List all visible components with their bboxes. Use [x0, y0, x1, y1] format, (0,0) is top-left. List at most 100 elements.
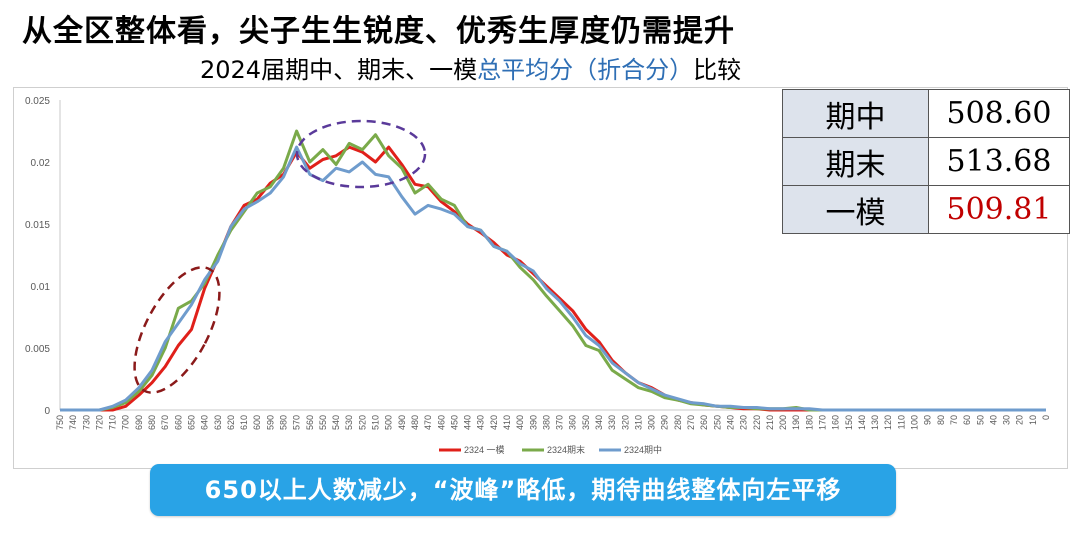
x-tick-label: 360 [568, 415, 578, 430]
x-tick-label: 80 [936, 415, 946, 425]
x-tick-label: 750 [55, 415, 65, 430]
x-tick-label: 10 [1028, 415, 1038, 425]
x-tick-label: 650 [186, 415, 196, 430]
x-tick-label: 190 [791, 415, 801, 430]
mean-score-table: 期中 508.60 期末 513.68 一模 509.81 [782, 89, 1070, 234]
x-tick-label: 590 [265, 415, 275, 430]
x-tick-label: 230 [739, 415, 749, 430]
x-tick-label: 630 [213, 415, 223, 430]
annotation-ellipse-peak [295, 119, 427, 189]
x-tick-label: 250 [712, 415, 722, 430]
x-tick-label: 290 [660, 415, 670, 430]
table-row: 期中 508.60 [782, 89, 1070, 138]
x-tick-label: 270 [686, 415, 696, 430]
subtitle-suffix: 比较 [693, 56, 742, 84]
x-tick-label: 200 [778, 415, 788, 430]
x-tick-label: 310 [633, 415, 643, 430]
x-tick-label: 20 [1015, 415, 1025, 425]
x-tick-label: 670 [160, 415, 170, 430]
x-tick-label: 30 [1002, 415, 1012, 425]
x-tick-label: 690 [134, 415, 144, 430]
y-tick-label: 0.02 [31, 158, 51, 169]
x-tick-label: 180 [804, 415, 814, 430]
x-tick-label: 530 [344, 415, 354, 430]
x-tick-label: 380 [541, 415, 551, 430]
x-tick-label: 50 [975, 415, 985, 425]
x-tick-label: 740 [68, 415, 78, 430]
x-tick-label: 240 [725, 415, 735, 430]
x-tick-label: 350 [581, 415, 591, 430]
y-tick-label: 0.025 [25, 96, 50, 107]
x-tick-label: 710 [108, 415, 118, 430]
x-tick-label: 40 [988, 415, 998, 425]
x-tick-label: 640 [200, 415, 210, 430]
exam-mean-value: 509.81 [928, 185, 1070, 234]
chart-subtitle: 2024届期中、期末、一模总平均分（折合分）比较 [200, 50, 741, 85]
exam-label: 期末 [782, 137, 929, 186]
x-tick-label: 420 [489, 415, 499, 430]
x-tick-label: 610 [239, 415, 249, 430]
x-tick-label: 260 [699, 415, 709, 430]
x-tick-label: 320 [620, 415, 630, 430]
x-tick-label: 460 [436, 415, 446, 430]
x-tick-label: 540 [331, 415, 341, 430]
x-tick-label: 170 [818, 415, 828, 430]
x-tick-label: 370 [555, 415, 565, 430]
x-tick-label: 0 [1041, 415, 1051, 420]
x-tick-label: 110 [896, 415, 906, 429]
x-tick-label: 280 [673, 415, 683, 430]
slide-title: 从全区整体看，尖子生生锐度、优秀生厚度仍需提升 [22, 14, 735, 49]
x-tick-label: 550 [318, 415, 328, 430]
x-tick-label: 330 [607, 415, 617, 430]
x-tick-label: 390 [528, 415, 538, 430]
x-tick-label: 160 [831, 415, 841, 430]
x-tick-label: 140 [857, 415, 867, 430]
x-tick-label: 480 [410, 415, 420, 430]
x-tick-label: 570 [292, 415, 302, 430]
x-tick-label: 520 [357, 415, 367, 430]
legend-label: 2324期中 [624, 444, 662, 455]
x-tick-label: 490 [397, 415, 407, 430]
x-tick-label: 60 [962, 415, 972, 425]
y-tick-label: 0 [44, 406, 50, 417]
y-tick-label: 0.01 [31, 282, 51, 293]
x-tick-label: 620 [226, 415, 236, 430]
x-tick-label: 600 [252, 415, 262, 430]
exam-label: 期中 [782, 89, 929, 138]
x-tick-label: 700 [121, 415, 131, 430]
x-tick-label: 450 [449, 415, 459, 430]
x-tick-label: 560 [305, 415, 315, 430]
exam-label: 一模 [782, 185, 929, 234]
x-tick-label: 510 [371, 415, 381, 430]
annotation-ellipse-high-score [133, 266, 221, 394]
x-tick-label: 500 [384, 415, 394, 430]
exam-mean-value: 513.68 [928, 137, 1070, 186]
subtitle-highlight: 总平均分（折合分） [477, 56, 694, 84]
x-tick-label: 220 [752, 415, 762, 430]
exam-mean-value: 508.60 [928, 89, 1070, 138]
x-tick-label: 340 [594, 415, 604, 430]
legend-label: 2324 一模 [464, 445, 505, 455]
x-tick-label: 300 [647, 415, 657, 430]
x-tick-label: 150 [844, 415, 854, 430]
x-tick-label: 440 [463, 415, 473, 430]
legend-label: 2324期末 [547, 444, 585, 455]
x-tick-label: 210 [765, 415, 775, 430]
x-tick-label: 680 [147, 415, 157, 430]
x-tick-label: 400 [515, 415, 525, 430]
x-tick-label: 720 [94, 415, 104, 430]
x-tick-label: 410 [502, 415, 512, 430]
x-tick-label: 430 [476, 415, 486, 430]
x-tick-label: 90 [923, 415, 933, 425]
y-tick-label: 0.005 [25, 344, 50, 355]
x-tick-label: 470 [423, 415, 433, 430]
table-row: 期末 513.68 [782, 137, 1070, 186]
subtitle-prefix: 2024届期中、期末、一模 [200, 56, 478, 84]
callout-banner: 650以上人数减少，“波峰”略低，期待曲线整体向左平移 [150, 464, 896, 516]
x-tick-label: 100 [910, 415, 920, 430]
table-row: 一模 509.81 [782, 185, 1070, 234]
x-tick-label: 70 [949, 415, 959, 425]
x-tick-label: 130 [870, 415, 880, 430]
x-tick-label: 120 [883, 415, 893, 430]
